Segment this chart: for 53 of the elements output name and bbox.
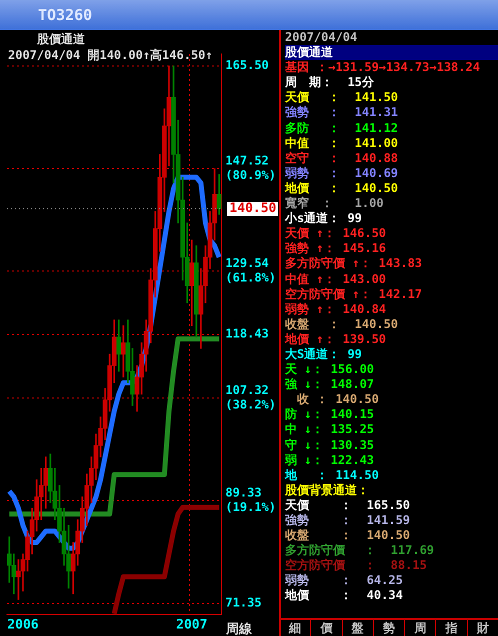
text: 中值 ↑： 143.00 xyxy=(285,272,388,287)
text: 多防 ： 141.12 xyxy=(285,120,400,136)
text: 寬窄 ： 1.00 xyxy=(285,196,385,212)
text: 周線 xyxy=(226,621,252,636)
text: 地價 ↑： 139.50 xyxy=(285,332,388,347)
text: 大S通道： 99 xyxy=(285,346,363,362)
ref-line-label: 140.50 xyxy=(227,200,278,216)
y-tick-label: 89.33 (19.1%) xyxy=(225,486,276,514)
text: 收盤 ： 140.50 xyxy=(285,528,412,544)
chart-subtitle: 2007/04/04 開140.00↑高146.50↑ xyxy=(8,48,213,62)
text: 地價 ： 140.50 xyxy=(285,180,400,196)
text: 細 價 盤 勢 周 指 財 xyxy=(289,621,489,635)
text: 天價 ↑： 146.50 xyxy=(285,226,388,242)
text: 強勢 ↑： 145.16 xyxy=(285,241,388,256)
text: 收盤 ： 140.50 xyxy=(285,316,400,332)
text: 空守 ： 140.88 xyxy=(285,150,400,166)
y-tick-label: 129.54 (61.8%) xyxy=(225,256,276,285)
text: 股價通道 xyxy=(285,45,498,60)
text: 多方防守價 ↑： 143.83 xyxy=(285,256,424,272)
text: 強勢 ： 141.31 xyxy=(285,105,400,121)
text: 多方防守價 ： 117.69 xyxy=(285,543,436,558)
text: TO3260 xyxy=(0,0,498,30)
y-tick-label: 71.35 xyxy=(225,595,262,610)
text: 周 期： 15分 xyxy=(285,75,375,90)
text: 弱勢 ↑： 140.84 xyxy=(285,302,388,317)
text: 中值 ： 141.00 xyxy=(285,136,400,151)
text: 強勢 ： 141.59 xyxy=(285,513,412,528)
text: 守 ↓： 130.35 xyxy=(285,438,376,453)
text: 強 ↓： 148.07 xyxy=(285,377,376,392)
x-tick-label: 2007 xyxy=(176,618,208,633)
text: 收 ： 140.50 xyxy=(297,392,380,408)
text: 弱勢 ： 64.25 xyxy=(285,573,404,588)
y-tick-label: 107.32 (38.2%) xyxy=(225,382,276,412)
text: 股價背景通道： xyxy=(285,482,370,498)
text: 小s通道： 99 xyxy=(285,211,363,226)
text: 天價 ： 141.50 xyxy=(285,90,400,106)
y-tick-label: 147.52 (80.9%) xyxy=(225,154,276,182)
text: 弱勢 ： 140.69 xyxy=(285,166,400,181)
y-tick-label: 165.50 xyxy=(225,58,269,72)
text: 地 ： 114.50 xyxy=(285,468,380,483)
text: 天價 ： 165.50 xyxy=(285,498,412,513)
y-tick-label: 118.43 xyxy=(225,326,269,341)
x-tick-label: 2006 xyxy=(7,618,39,633)
text: 2007/04/04 xyxy=(285,30,358,46)
text: 空方防守價 ↑： 142.17 xyxy=(285,286,424,302)
text: 基因 ：→131.59→134.73→138.24 xyxy=(285,60,481,76)
text: 防 ↓： 140.15 xyxy=(285,407,376,422)
text: 弱 ↓： 122.43 xyxy=(285,452,376,468)
text: 地價 ： 40.34 xyxy=(285,588,404,604)
text: 空方防守價 ： 88.15 xyxy=(285,558,428,574)
text: 天 ↓： 156.00 xyxy=(285,362,376,378)
text: 中 ↓： 135.25 xyxy=(285,422,376,438)
chart-title: 股價通道 xyxy=(36,31,86,47)
